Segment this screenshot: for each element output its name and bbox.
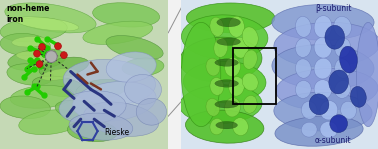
Bar — [232, 48, 276, 104]
Ellipse shape — [301, 122, 317, 137]
Ellipse shape — [330, 115, 347, 133]
Ellipse shape — [242, 73, 258, 91]
Ellipse shape — [210, 118, 224, 135]
Ellipse shape — [296, 59, 311, 78]
Ellipse shape — [181, 15, 268, 60]
Ellipse shape — [274, 22, 378, 67]
Ellipse shape — [180, 37, 262, 82]
Ellipse shape — [335, 59, 350, 78]
Ellipse shape — [216, 121, 237, 129]
Ellipse shape — [39, 57, 89, 77]
Ellipse shape — [59, 91, 126, 124]
Ellipse shape — [8, 49, 66, 70]
Ellipse shape — [39, 44, 45, 50]
Ellipse shape — [34, 50, 40, 57]
Ellipse shape — [55, 43, 61, 50]
Ellipse shape — [314, 58, 332, 79]
Ellipse shape — [69, 113, 133, 140]
Ellipse shape — [309, 94, 329, 115]
Ellipse shape — [186, 3, 275, 33]
Ellipse shape — [32, 76, 85, 97]
Ellipse shape — [340, 46, 357, 73]
Ellipse shape — [225, 98, 240, 117]
Ellipse shape — [19, 110, 82, 135]
Ellipse shape — [7, 64, 54, 85]
Ellipse shape — [0, 96, 50, 119]
Ellipse shape — [73, 82, 156, 121]
Ellipse shape — [242, 27, 258, 48]
Ellipse shape — [329, 70, 349, 94]
Ellipse shape — [40, 69, 77, 80]
Ellipse shape — [206, 98, 220, 116]
Ellipse shape — [106, 36, 163, 60]
Ellipse shape — [106, 52, 156, 82]
Ellipse shape — [84, 102, 158, 136]
Ellipse shape — [0, 33, 50, 56]
Ellipse shape — [217, 38, 240, 45]
Ellipse shape — [210, 17, 224, 37]
Ellipse shape — [296, 38, 311, 57]
Ellipse shape — [12, 37, 49, 47]
Ellipse shape — [272, 45, 374, 89]
Ellipse shape — [83, 21, 153, 44]
Ellipse shape — [274, 92, 372, 131]
Ellipse shape — [10, 85, 74, 108]
Ellipse shape — [124, 74, 161, 104]
Ellipse shape — [243, 95, 257, 113]
Ellipse shape — [183, 61, 266, 103]
Ellipse shape — [320, 121, 338, 138]
Ellipse shape — [276, 69, 378, 110]
Ellipse shape — [296, 80, 311, 98]
Ellipse shape — [229, 77, 244, 96]
Ellipse shape — [76, 79, 126, 100]
Ellipse shape — [320, 101, 338, 120]
Ellipse shape — [210, 77, 224, 95]
Ellipse shape — [122, 58, 164, 76]
Ellipse shape — [229, 16, 244, 37]
Ellipse shape — [314, 16, 332, 38]
Ellipse shape — [0, 18, 67, 42]
Ellipse shape — [215, 59, 239, 66]
Ellipse shape — [215, 101, 239, 108]
Ellipse shape — [341, 101, 356, 119]
Ellipse shape — [186, 110, 264, 143]
Ellipse shape — [63, 59, 155, 104]
Ellipse shape — [335, 38, 350, 57]
Ellipse shape — [350, 86, 366, 107]
Ellipse shape — [214, 38, 228, 57]
Ellipse shape — [181, 22, 221, 127]
Ellipse shape — [93, 3, 160, 27]
Text: Rieske: Rieske — [104, 128, 129, 137]
Ellipse shape — [232, 118, 248, 136]
Ellipse shape — [314, 80, 332, 99]
Ellipse shape — [356, 22, 378, 127]
Text: β-subunit: β-subunit — [315, 4, 352, 13]
Ellipse shape — [60, 52, 67, 59]
Ellipse shape — [243, 50, 257, 69]
Ellipse shape — [325, 25, 345, 49]
Ellipse shape — [272, 4, 374, 40]
Ellipse shape — [206, 58, 220, 76]
Ellipse shape — [275, 116, 363, 146]
Ellipse shape — [232, 37, 248, 58]
Ellipse shape — [215, 80, 239, 87]
Ellipse shape — [136, 98, 167, 125]
Ellipse shape — [5, 3, 96, 33]
Ellipse shape — [296, 16, 311, 37]
Text: non-heme
iron: non-heme iron — [7, 4, 50, 24]
Ellipse shape — [55, 100, 113, 123]
Ellipse shape — [45, 51, 57, 63]
Ellipse shape — [36, 61, 43, 67]
Ellipse shape — [15, 17, 79, 31]
Ellipse shape — [334, 16, 352, 37]
Ellipse shape — [180, 85, 262, 124]
Ellipse shape — [314, 37, 332, 58]
Text: α-subunit: α-subunit — [315, 136, 352, 145]
Ellipse shape — [335, 80, 350, 98]
Ellipse shape — [225, 57, 240, 77]
Ellipse shape — [16, 51, 58, 62]
Ellipse shape — [217, 18, 240, 27]
Ellipse shape — [67, 121, 118, 142]
Ellipse shape — [301, 101, 317, 119]
